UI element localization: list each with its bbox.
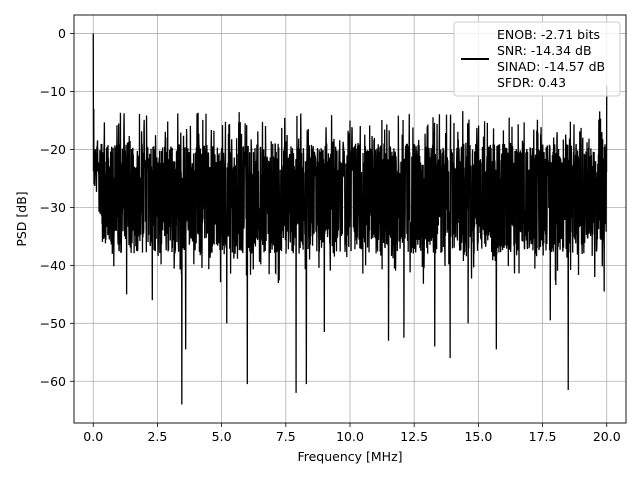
y-tick-label: 0 <box>58 26 66 41</box>
y-axis-ticks: 0 −10 −20 −30 −40 −50 −60 <box>40 26 74 389</box>
series-psd-line <box>92 33 608 405</box>
legend-entry-line: SFDR: 0.43 <box>497 75 566 90</box>
y-axis-label: PSD [dB] <box>14 191 29 246</box>
x-tick-label: 7.5 <box>276 429 296 444</box>
series-layer <box>92 33 608 405</box>
x-tick-label: 17.5 <box>529 429 557 444</box>
legend-entry-line: SNR: -14.34 dB <box>497 43 592 58</box>
x-tick-label: 20.0 <box>593 429 621 444</box>
y-tick-label: −30 <box>40 200 66 215</box>
y-tick-label: −60 <box>40 374 66 389</box>
x-tick-label: 2.5 <box>147 429 167 444</box>
y-tick-label: −10 <box>40 84 66 99</box>
x-axis-ticks: 0.0 2.5 5.0 7.5 10.0 12.5 15.0 17.5 20.0 <box>83 423 621 444</box>
y-tick-label: −40 <box>40 258 66 273</box>
legend-box <box>453 21 621 97</box>
legend-entry-line: SINAD: -14.57 dB <box>497 59 605 74</box>
x-tick-label: 5.0 <box>212 429 232 444</box>
y-tick-label: −20 <box>40 142 66 157</box>
y-tick-label: −50 <box>40 316 66 331</box>
legend-entry-line: ENOB: -2.71 bits <box>497 27 600 42</box>
x-tick-label: 10.0 <box>336 429 364 444</box>
x-tick-label: 15.0 <box>464 429 492 444</box>
x-axis-label: Frequency [MHz] <box>297 449 402 464</box>
x-tick-label: 12.5 <box>400 429 428 444</box>
x-tick-label: 0.0 <box>83 429 103 444</box>
legend: ENOB: -2.71 bits SNR: -14.34 dB SINAD: -14… <box>453 21 621 97</box>
legend-entry: ENOB: -2.71 bits SNR: -14.34 dB SINAD: -14… <box>497 27 605 90</box>
